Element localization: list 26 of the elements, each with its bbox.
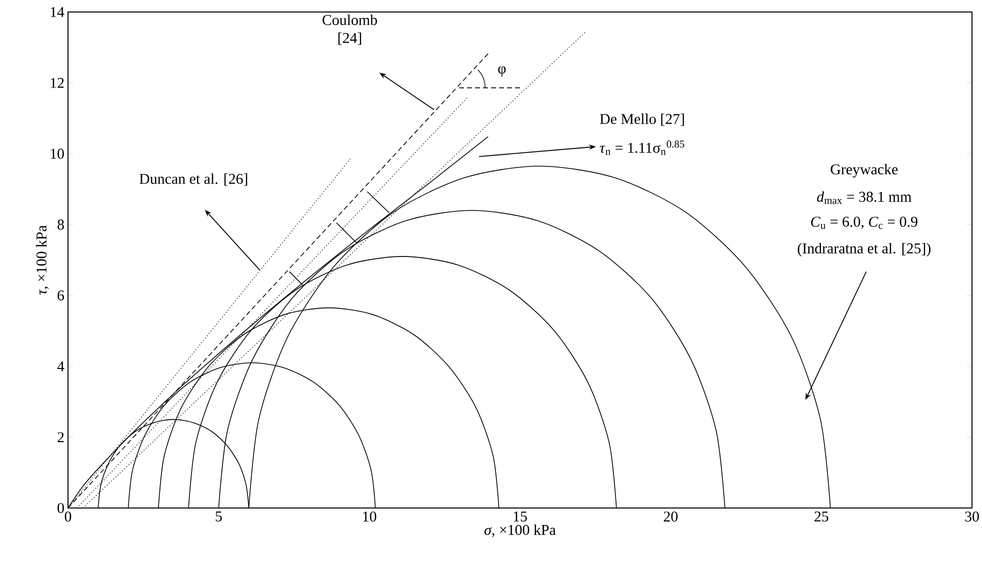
y-tick-label: 10 — [50, 148, 64, 159]
x-tick-label: 15 — [514, 512, 527, 522]
x-tick-label: 30 — [965, 512, 979, 522]
y-tick-label: 0 — [58, 502, 64, 514]
x-tick-label: 0 — [64, 512, 72, 522]
x-tick-label: 5 — [216, 512, 222, 522]
annotation: De Mello [27] — [600, 114, 684, 126]
x-tick-label: 10 — [363, 512, 376, 522]
annotation: τ$_{n}$ = 1.11σ$_{n}$0.85 — [600, 140, 684, 155]
y-axis-title: τ, ×100 kPa — [36, 225, 49, 295]
annotation: C$_{u}$ = 6.0, C$_{c}$ = 0.9 — [811, 216, 918, 229]
annotation: φ — [498, 66, 506, 77]
y-tick-label: 14 — [50, 7, 64, 17]
x-tick-label: 20 — [664, 512, 678, 522]
annotation: (Indraratna et al. [25]) — [798, 242, 930, 257]
y-tick-label: 12 — [50, 78, 64, 88]
y-tick-label: 2 — [58, 432, 64, 442]
y-tick-label: 4 — [57, 361, 64, 372]
x-axis-title: σ, ×100 kPa — [484, 524, 556, 538]
x-tick-label: 25 — [814, 512, 828, 522]
annotation: Duncan et al. [26] — [140, 173, 248, 186]
y-tick-label: 8 — [58, 220, 64, 230]
y-tick-label: 6 — [58, 290, 64, 300]
annotation: Coulomb [24] — [322, 14, 378, 45]
annotation: Greywacke — [830, 164, 898, 178]
annotation: d$_{max}$ = 38.1 mm — [817, 191, 912, 204]
